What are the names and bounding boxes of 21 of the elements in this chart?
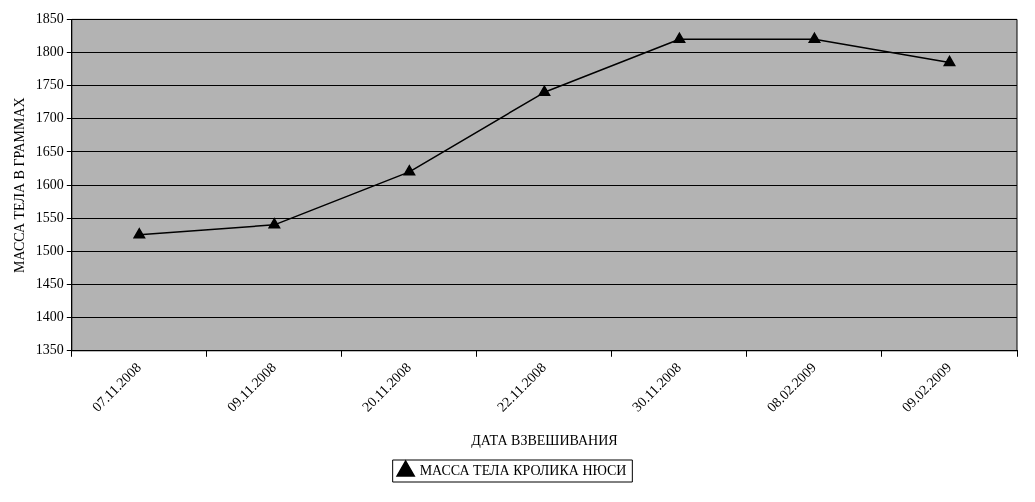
y-tick-label: 1600 xyxy=(35,176,64,192)
point xyxy=(808,32,821,44)
y-tick-label: 1650 xyxy=(35,143,64,159)
legend-label: МАССА ТЕЛА КРОЛИКА НЮСИ xyxy=(419,462,627,478)
y-tick-label: 1700 xyxy=(35,110,64,126)
y-tick-label: 1800 xyxy=(35,44,64,60)
point xyxy=(673,32,686,44)
point xyxy=(538,85,551,97)
y-tick-label: 1400 xyxy=(35,309,64,325)
point xyxy=(133,228,146,239)
point xyxy=(403,165,416,176)
y-axis-title: МАССА ТЕЛА В ГРАММАХ xyxy=(12,97,28,273)
y-tick-label: 1550 xyxy=(35,209,64,225)
y-tick-label: 1450 xyxy=(35,276,64,292)
point xyxy=(268,218,281,229)
point xyxy=(943,55,956,67)
y-tick-label: 1850 xyxy=(35,11,64,27)
y-tick-label: 1500 xyxy=(35,243,64,259)
y-tick-label: 1750 xyxy=(35,77,64,93)
x-axis-title: ДАТА ВЗВЕШИВАНИЯ xyxy=(471,433,618,449)
y-tick-label: 1350 xyxy=(35,342,64,358)
